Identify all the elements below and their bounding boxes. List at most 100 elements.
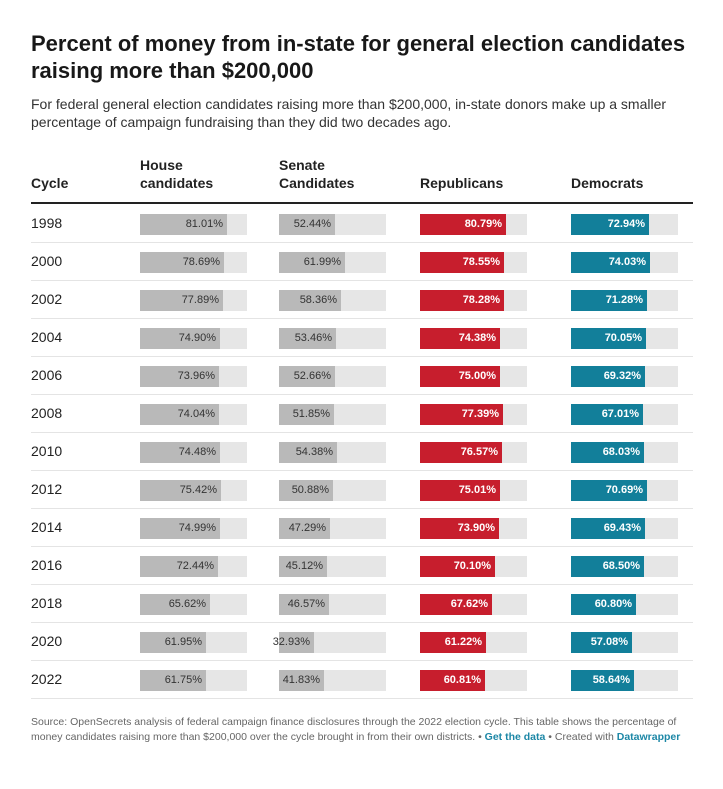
table-row: 2008 74.04% 51.85% 77.39% 67.01% [31, 394, 693, 433]
table-row: 2022 61.75% 41.83% 60.81% 58.64% [31, 660, 693, 699]
republicans-value-label: 73.90% [457, 522, 495, 534]
house-cell: 73.96% [140, 366, 247, 387]
senate-bar [279, 670, 324, 691]
democrats-value-label: 74.03% [608, 256, 646, 268]
republicans-value-label: 75.01% [458, 484, 496, 496]
senate-value-label: 45.12% [285, 560, 323, 572]
republicans-cell: 78.55% [420, 252, 527, 273]
democrats-value-label: 68.03% [602, 446, 640, 458]
table-row: 2016 72.44% 45.12% 70.10% 68.50% [31, 546, 693, 585]
senate-value-label: 54.38% [295, 446, 333, 458]
house-bar [140, 632, 206, 653]
house-bar [140, 594, 210, 615]
democrats-bar [571, 518, 645, 539]
cycle-label: 2012 [31, 481, 63, 497]
house-value-label: 65.62% [168, 598, 206, 610]
house-cell: 81.01% [140, 214, 247, 235]
column-header-house[interactable]: House candidates [140, 157, 214, 191]
cycle-label: 2000 [31, 253, 63, 269]
house-value-label: 72.44% [176, 560, 214, 572]
senate-cell: 58.36% [279, 290, 386, 311]
senate-cell: 46.57% [279, 594, 386, 615]
senate-bar [279, 556, 327, 577]
republicans-bar [420, 252, 504, 273]
column-header-senate[interactable]: Senate Candidates [279, 157, 355, 191]
senate-bar [279, 442, 337, 463]
cycle-label: 1998 [31, 215, 63, 231]
chart-footer: Source: OpenSecrets analysis of federal … [31, 715, 693, 744]
cycle-label: 2018 [31, 595, 63, 611]
senate-cell: 45.12% [279, 556, 386, 577]
democrats-value-label: 69.32% [603, 370, 641, 382]
senate-cell: 50.88% [279, 480, 386, 501]
house-value-label: 73.96% [177, 370, 215, 382]
house-cell: 74.90% [140, 328, 247, 349]
democrats-bar [571, 290, 647, 311]
cycle-label: 2016 [31, 557, 63, 573]
table-header: Cycle House candidates Senate Candidates… [31, 155, 693, 204]
cycle-label: 2010 [31, 443, 63, 459]
democrats-cell: 74.03% [571, 252, 678, 273]
democrats-cell: 58.64% [571, 670, 678, 691]
senate-bar [279, 366, 335, 387]
house-bar [140, 404, 219, 425]
democrats-cell: 71.28% [571, 290, 678, 311]
republicans-bar [420, 670, 485, 691]
senate-cell: 47.29% [279, 518, 386, 539]
table-row: 1998 81.01% 52.44% 80.79% 72.94% [31, 204, 693, 243]
column-header-cycle[interactable]: Cycle [31, 175, 69, 191]
democrats-value-label: 72.94% [607, 218, 645, 230]
table-row: 2020 61.95% 32.93% 61.22% 57.08% [31, 622, 693, 661]
senate-value-label: 61.99% [303, 256, 341, 268]
senate-bar [279, 290, 341, 311]
house-cell: 72.44% [140, 556, 247, 577]
table-row: 2014 74.99% 47.29% 73.90% 69.43% [31, 508, 693, 547]
footer-separator: • [475, 730, 485, 743]
house-bar [140, 480, 221, 501]
republicans-bar [420, 518, 499, 539]
table-row: 2002 77.89% 58.36% 78.28% 71.28% [31, 280, 693, 319]
senate-cell: 32.93% [273, 632, 386, 653]
republicans-cell: 77.39% [420, 404, 527, 425]
house-value-label: 78.69% [182, 256, 220, 268]
house-value-label: 77.89% [181, 294, 219, 306]
republicans-bar [420, 442, 502, 463]
house-cell: 78.69% [140, 252, 247, 273]
house-bar [140, 252, 224, 273]
house-value-label: 74.04% [177, 408, 215, 420]
republicans-bar [420, 632, 486, 653]
senate-bar [279, 480, 333, 501]
democrats-bar [571, 442, 644, 463]
get-the-data-link[interactable]: Get the data [484, 730, 546, 743]
democrats-bar [571, 632, 632, 653]
house-bar [140, 328, 220, 349]
senate-cell: 52.66% [279, 366, 386, 387]
senate-value-label: 52.66% [293, 370, 331, 382]
democrats-value-label: 70.05% [604, 332, 642, 344]
house-cell: 74.04% [140, 404, 247, 425]
table-row: 2018 65.62% 46.57% 67.62% 60.80% [31, 584, 693, 623]
senate-value-label: 58.36% [299, 294, 337, 306]
democrats-cell: 68.50% [571, 556, 678, 577]
senate-value-label: 51.85% [292, 408, 330, 420]
datawrapper-link[interactable]: Datawrapper [616, 730, 681, 743]
house-value-label: 61.95% [164, 636, 202, 648]
republicans-value-label: 77.39% [461, 408, 499, 420]
source-note: Source: OpenSecrets analysis of federal … [31, 716, 677, 743]
cycle-label: 2014 [31, 519, 63, 535]
democrats-bar [571, 328, 646, 349]
senate-bar [279, 594, 329, 615]
created-with-label: Created with [554, 730, 614, 743]
house-cell: 74.99% [140, 518, 247, 539]
column-header-republicans[interactable]: Republicans [420, 175, 504, 191]
column-header-democrats[interactable]: Democrats [571, 175, 644, 191]
senate-cell: 52.44% [279, 214, 386, 235]
table-row: 2006 73.96% 52.66% 75.00% 69.32% [31, 356, 693, 395]
cycle-label: 2020 [31, 633, 63, 649]
democrats-value-label: 69.43% [603, 522, 641, 534]
senate-value-label: 52.44% [293, 218, 331, 230]
democrats-cell: 69.32% [571, 366, 678, 387]
republicans-cell: 74.38% [420, 328, 527, 349]
republicans-cell: 60.81% [420, 670, 527, 691]
democrats-cell: 60.80% [571, 594, 678, 615]
